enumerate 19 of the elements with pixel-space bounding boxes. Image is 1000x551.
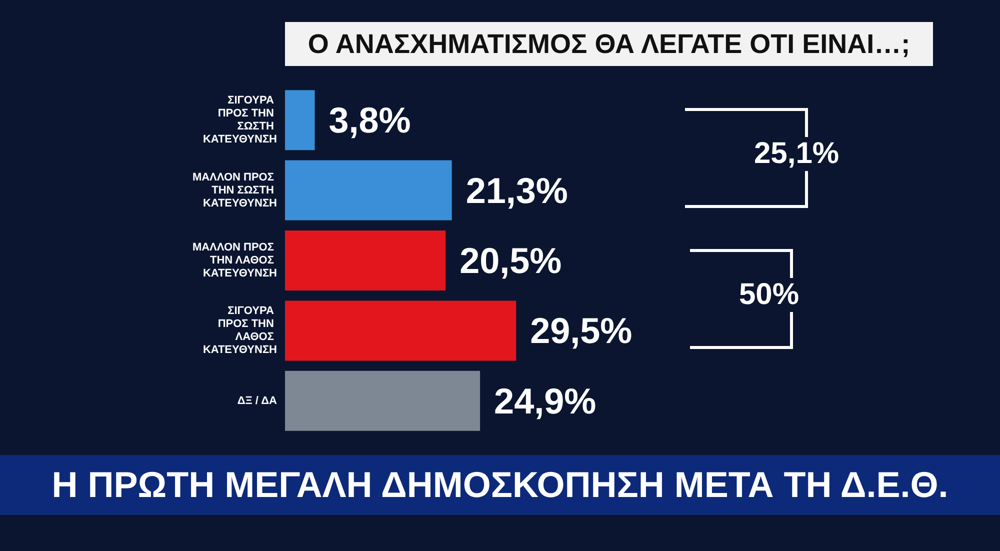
data-label: 29,5% [530,310,632,352]
data-label: 21,3% [466,170,568,211]
data-label: 20,5% [460,240,562,281]
bar [285,370,480,431]
text: Ο ΑΝΑΣΧΗΜΑΤΙΣΜΟΣ ΘΑ ΛΕΓΑΤΕ ΟΤΙ ΕΙΝΑΙ…; [285,22,933,66]
text: 50% [735,278,804,312]
text: Η ΠΡΩΤΗ ΜΕΓΑΛΗ ΔΗΜΟΣΚΟΠΗΣΗ ΜΕΤΑ ΤΗ Δ.Ε.Θ. [0,455,1000,515]
y-tick-label: ΔΞ / ΔΑ [237,394,278,407]
y-tick-label: ΜΑΛΛΟΝ ΠΡΟΣ ΤΗΝ ΣΩΣΤΗ ΚΑΤΕΥΘΥΝΣΗ [192,171,278,210]
y-tick-label: ΣΙΓΟΥΡΑ ΠΡΟΣ ΤΗΝ ΛΑΘΟΣ ΚΑΤΕΥΘΥΝΣΗ [202,305,278,356]
bar [285,160,452,220]
data-label: 24,9% [494,380,596,422]
y-tick-label: ΣΙΓΟΥΡΑ ΠΡΟΣ ΤΗΝ ΣΩΣΤΗ ΚΑΤΕΥΘΥΝΣΗ [202,94,278,146]
bar [285,300,516,361]
data-label: 3,8% [328,100,411,141]
y-tick-label: ΜΑΛΛΟΝ ΠΡΟΣ ΤΗΝ ΛΑΘΟΣ ΚΑΤΕΥΘΥΝΣΗ [192,242,278,280]
text: 25,1% [750,137,844,172]
bar [285,90,315,150]
bar [285,230,446,290]
